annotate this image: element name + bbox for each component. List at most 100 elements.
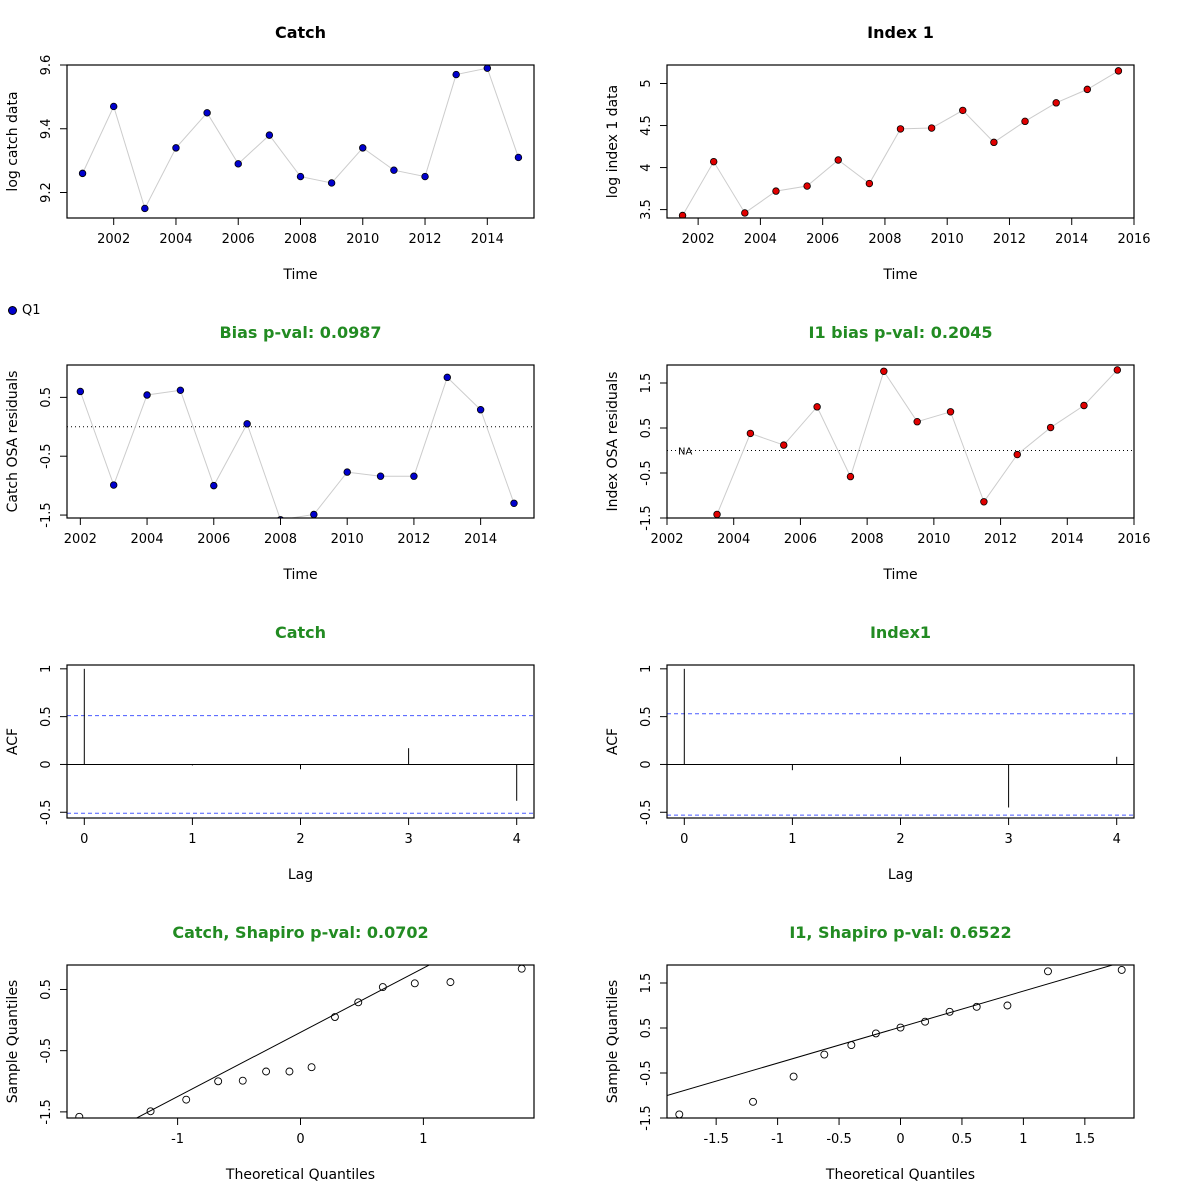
qq-point	[517, 965, 526, 973]
plot-area	[78, 65, 523, 213]
x-tick-label: -1.5	[703, 1132, 728, 1147]
data-point	[483, 65, 491, 72]
qq-point	[378, 983, 387, 991]
y-tick-label: -0.5	[639, 460, 654, 485]
qq-point	[446, 978, 455, 987]
y-axis-label: ACF	[5, 728, 21, 755]
panel-catch_qq: Catch, Shapiro p-val: 0.0702 -1 0 1 -1.5 -0.5…	[5, 923, 535, 1183]
x-tick-label: 2002	[682, 232, 715, 247]
qq-point	[945, 1007, 954, 1016]
x-axis-label: Time	[882, 267, 917, 283]
data-point	[78, 169, 87, 178]
x-tick-label: 2014	[471, 232, 504, 247]
series-connector-line	[716, 369, 1118, 515]
qq-point	[1117, 966, 1126, 974]
x-tick-label: -0.5	[826, 1132, 851, 1147]
data-point	[310, 510, 318, 518]
data-point	[234, 160, 242, 168]
x-tick-label: 2006	[806, 232, 839, 247]
x-tick-label: -1	[771, 1132, 784, 1147]
y-axis-label: Sample Quantiles	[5, 980, 21, 1103]
panel-title: Catch	[275, 23, 326, 42]
data-point	[1046, 423, 1055, 432]
data-point	[772, 187, 780, 195]
data-point	[1013, 450, 1021, 459]
x-axis-label: Lag	[288, 867, 313, 883]
data-point	[76, 387, 85, 396]
x-tick-label: 2016	[1117, 232, 1150, 247]
panel-title: Index1	[870, 623, 931, 642]
y-tick-label: -1.5	[39, 1099, 54, 1124]
data-point	[376, 472, 385, 480]
qq-point	[285, 1067, 294, 1076]
qq-point	[820, 1050, 829, 1059]
y-tick-label: 1	[39, 665, 54, 673]
data-point	[946, 408, 955, 416]
panel-title: I1, Shapiro p-val: 0.6522	[789, 923, 1011, 942]
x-tick-label: 2004	[744, 232, 777, 247]
qq-point	[182, 1095, 191, 1104]
qq-point	[847, 1041, 856, 1050]
data-point	[959, 106, 967, 115]
panel-index_resid: I1 bias p-val: 0.2045 2002 2004 2006 2008 201…	[605, 323, 1151, 583]
qq-reference-line	[135, 965, 431, 1118]
y-tick-label: 0.5	[39, 706, 54, 727]
y-axis-label: log index 1 data	[605, 85, 621, 198]
qq-point	[238, 1076, 247, 1085]
x-tick-label: 0	[680, 832, 688, 847]
plot-area	[667, 668, 1134, 816]
x-tick-label: 2010	[331, 532, 364, 547]
x-tick-label: 2014	[1055, 232, 1088, 247]
data-point	[880, 367, 888, 375]
x-tick-label: 2010	[931, 232, 964, 247]
data-point	[803, 182, 811, 190]
x-tick-label: 1	[188, 832, 196, 847]
plot-frame	[666, 64, 1135, 219]
y-tick-label: 0	[639, 760, 654, 768]
data-point	[678, 211, 687, 218]
series-connector-line	[682, 70, 1119, 216]
data-point	[1114, 67, 1123, 75]
qq-reference-line	[667, 965, 1115, 1096]
y-tick-label: 9.2	[39, 182, 54, 203]
y-tick-label: -0.5	[39, 800, 54, 825]
qq-point	[262, 1067, 271, 1076]
qq-point	[972, 1002, 981, 1011]
plot-frame	[666, 664, 1135, 819]
x-tick-label: 3	[1004, 832, 1012, 847]
y-tick-label: -1.5	[39, 502, 54, 527]
x-tick-label: 2002	[650, 532, 683, 547]
y-axis-label: Catch OSA residuals	[5, 371, 21, 513]
y-tick-label: 1.5	[639, 973, 654, 994]
x-axis-label: Time	[282, 267, 317, 283]
data-point	[1113, 366, 1122, 374]
panel-index_acf: Index1 0 1 2 3 4 -0.5 0 0.5 1 Lag ACF	[605, 623, 1135, 883]
series-connector-line	[82, 67, 519, 210]
x-tick-label: 2006	[197, 532, 230, 547]
panel-catch_resid: Bias p-val: 0.0987 2002 2004 2006 2008 2010 20…	[5, 323, 535, 583]
x-tick-label: 2012	[984, 532, 1017, 547]
y-tick-label: 0.5	[39, 979, 54, 1000]
plot-frame	[66, 964, 535, 1119]
plot-frame	[666, 964, 1135, 1119]
y-tick-label: 0.5	[639, 1018, 654, 1039]
data-point	[1080, 401, 1088, 410]
data-point	[421, 172, 429, 181]
x-tick-label: 2006	[222, 232, 255, 247]
y-tick-label: 5	[639, 79, 654, 87]
x-tick-label: 2012	[408, 232, 441, 247]
data-point	[780, 441, 788, 449]
plot-frame	[66, 664, 535, 819]
data-point	[846, 472, 855, 481]
y-tick-label: 1	[639, 665, 654, 673]
data-point	[390, 166, 398, 174]
data-point	[1021, 117, 1029, 126]
y-axis-label: Index OSA residuals	[605, 372, 621, 512]
x-tick-label: 2	[896, 832, 904, 847]
plot-area	[667, 366, 1134, 518]
data-point	[710, 157, 718, 166]
y-tick-label: -0.5	[39, 1038, 54, 1063]
y-tick-label: -0.5	[639, 1060, 654, 1085]
panel-title: I1 bias p-val: 0.2045	[809, 323, 993, 342]
data-point	[865, 179, 874, 188]
